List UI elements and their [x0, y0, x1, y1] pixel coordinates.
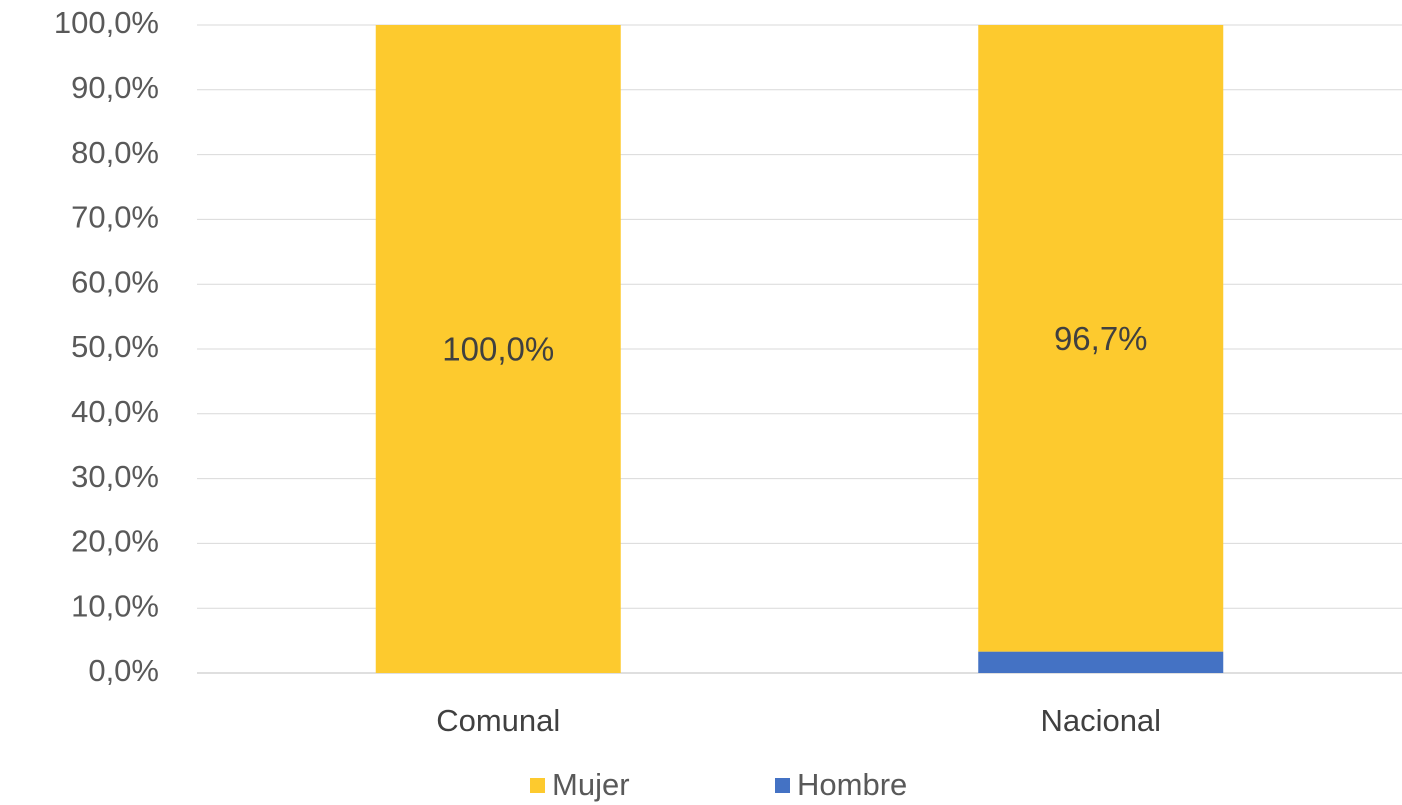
- y-tick-label: 80,0%: [71, 135, 159, 170]
- y-tick-label: 70,0%: [71, 200, 159, 235]
- y-tick-label: 90,0%: [71, 70, 159, 105]
- data-label: 100,0%: [442, 331, 554, 368]
- y-tick-label: 20,0%: [71, 524, 159, 559]
- legend-label: Hombre: [797, 767, 907, 802]
- bar-segment: [978, 651, 1224, 673]
- x-tick-label: Nacional: [1040, 703, 1161, 738]
- y-tick-label: 30,0%: [71, 459, 159, 494]
- y-tick-label: 50,0%: [71, 329, 159, 364]
- x-tick-label: Comunal: [436, 703, 560, 738]
- y-tick-label: 10,0%: [71, 588, 159, 623]
- data-label: 96,7%: [1054, 320, 1148, 357]
- legend-swatch: [530, 778, 545, 793]
- y-tick-label: 100,0%: [54, 5, 159, 40]
- y-tick-label: 0,0%: [88, 653, 159, 688]
- bar-segment: [375, 25, 621, 673]
- legend-label: Mujer: [552, 767, 630, 802]
- y-tick-label: 60,0%: [71, 264, 159, 299]
- legend-swatch: [775, 778, 790, 793]
- bar-segment: [978, 25, 1224, 652]
- y-tick-label: 40,0%: [71, 394, 159, 429]
